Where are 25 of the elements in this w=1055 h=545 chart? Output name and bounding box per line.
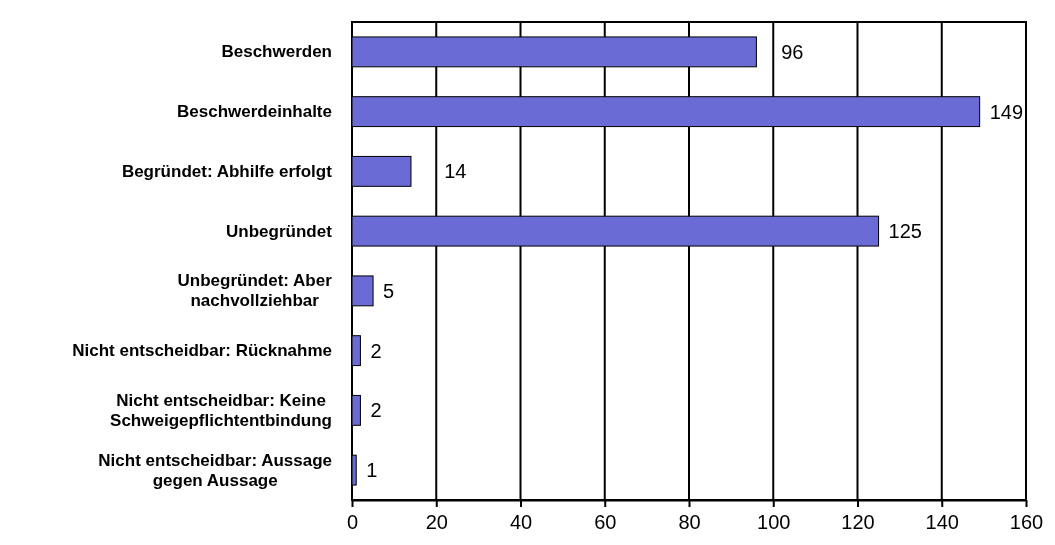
data-label: 2	[370, 339, 382, 362]
data-label: 1	[366, 459, 378, 482]
x-tick-label: 60	[594, 511, 617, 534]
x-tick-label: 100	[757, 511, 791, 534]
data-label: 2	[370, 399, 382, 422]
y-tick-label: Unbegründet: Aber nachvollziehbar	[177, 271, 333, 311]
data-label: 125	[888, 220, 922, 243]
y-tick-label: Beschwerdeinhalte	[177, 102, 332, 122]
y-tick-label: Nicht entscheidbar: Keine Schweigepflichtentbindung	[110, 390, 332, 430]
x-tick-label: 20	[425, 511, 448, 534]
data-label: 96	[781, 40, 804, 63]
data-label: 149	[989, 100, 1024, 123]
y-tick-label: Beschwerden	[221, 42, 332, 62]
y-tick-label: Nicht entscheidbar: Rücknahme	[72, 341, 332, 361]
x-tick-label: 0	[346, 511, 359, 534]
x-tick-label: 80	[678, 511, 701, 534]
data-label: 14	[444, 160, 467, 183]
x-tick-label: 120	[841, 511, 875, 534]
y-tick-label: Unbegründet	[226, 221, 333, 241]
data-label: 5	[383, 279, 395, 302]
x-tick-label: 40	[509, 511, 533, 534]
x-tick-label: 160	[1009, 511, 1044, 534]
y-tick-label: Nicht entscheidbar: Aussage gegen Aussage	[98, 450, 332, 490]
x-tick-label: 140	[925, 511, 959, 534]
y-tick-label: Begründet: Abhilfe erfolgt	[121, 161, 333, 181]
